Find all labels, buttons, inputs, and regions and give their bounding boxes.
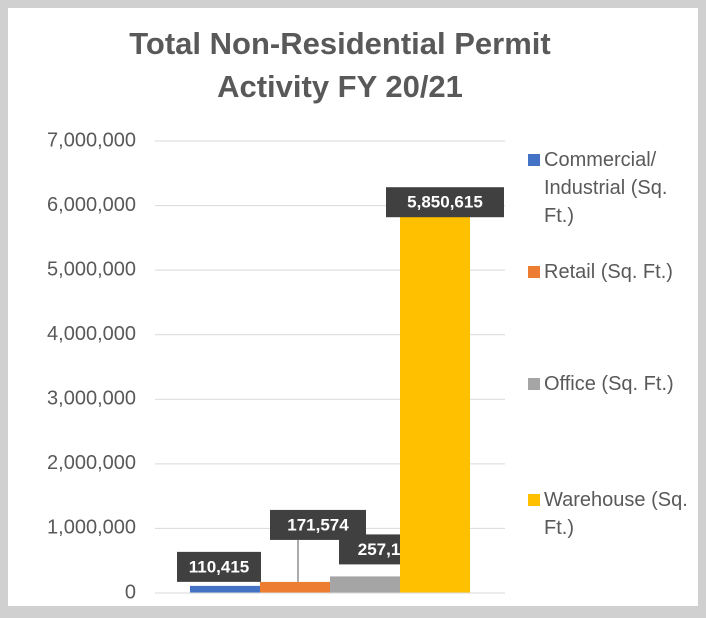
bar [400, 215, 470, 593]
data-label: 110,415 [189, 557, 250, 576]
legend-label: Commercial/ Industrial (Sq. Ft.) [544, 149, 668, 227]
y-tick-label: 4,000,000 [47, 323, 136, 345]
y-tick-label: 1,000,000 [47, 517, 136, 539]
y-tick-label: 3,000,000 [47, 388, 136, 410]
data-label: 171,574 [287, 515, 349, 534]
bar [260, 581, 330, 593]
legend-swatch [528, 494, 540, 506]
data-label-box [177, 551, 261, 582]
y-tick-label: 5,000,000 [47, 258, 136, 280]
legend-swatch [528, 266, 540, 278]
legend-entry: Warehouse (Sq. Ft.) [528, 486, 692, 542]
bar [190, 585, 260, 593]
y-tick-label: 0 [125, 581, 136, 603]
legend-label: Office (Sq. Ft.) [544, 373, 674, 395]
y-tick-label: 6,000,000 [47, 194, 136, 216]
legend-label: Retail (Sq. Ft.) [544, 261, 673, 283]
legend-entry: Commercial/ Industrial (Sq. Ft.) [528, 146, 692, 230]
y-tick-label: 2,000,000 [47, 452, 136, 474]
legend-entry: Retail (Sq. Ft.) [528, 258, 692, 286]
legend-swatch [528, 378, 540, 390]
data-label: 5,850,615 [407, 193, 483, 212]
plot: 0 1,000,000 2,000,000 3,000,000 4,000,000 5,0… [47, 129, 505, 603]
data-label-box [386, 187, 504, 218]
legend-swatch [528, 154, 540, 166]
bar [330, 576, 400, 593]
legend-entry: Office (Sq. Ft.) [528, 370, 692, 398]
legend-label: Warehouse (Sq. Ft.) [544, 489, 688, 539]
y-tick-label: 7,000,000 [47, 129, 136, 151]
chart: 0 1,000,000 2,000,000 3,000,000 4,000,000 5,0… [8, 8, 698, 606]
chart-title: Total Non-Residential Permit Activity FY… [129, 26, 551, 104]
